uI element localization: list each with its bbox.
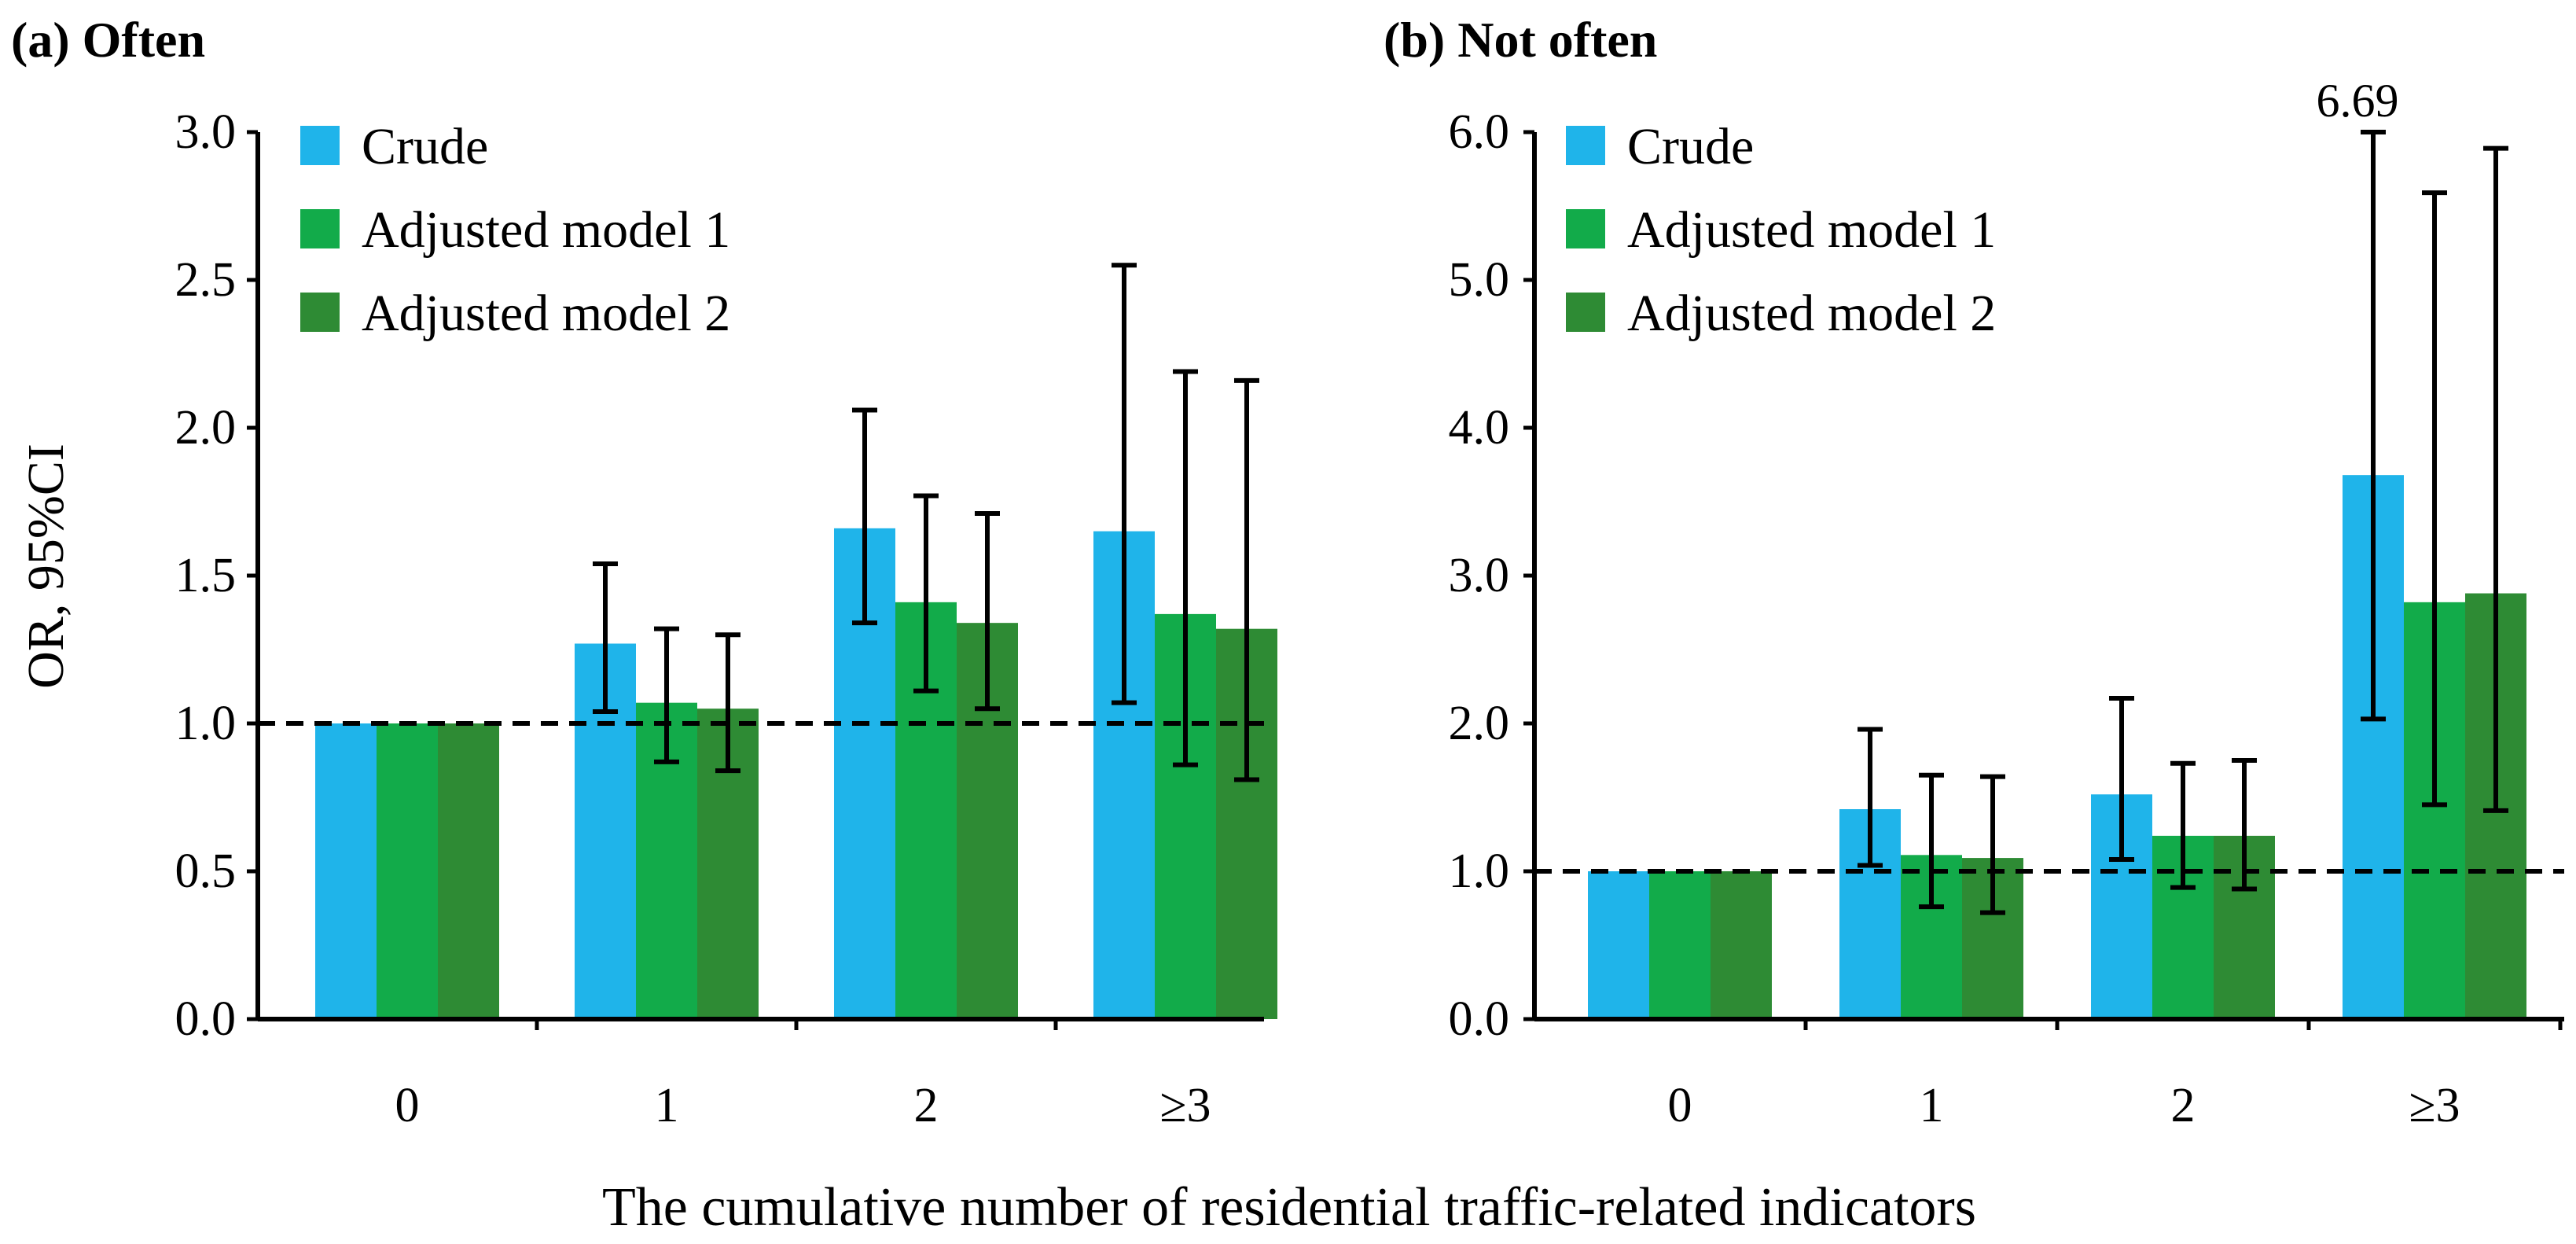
legend-swatch (300, 293, 340, 332)
legend-label: Adjusted model 2 (1627, 285, 1996, 342)
bar-adjusted-model-2-cat-0 (438, 723, 499, 1019)
errorbar-adjusted-model-2-cat-1 (1980, 774, 2005, 915)
panel-b-axes (1523, 130, 2564, 1030)
legend-item-crude: Crude (300, 118, 488, 175)
errorbar-adjusted-model-2-cat-ge3 (1234, 377, 1259, 782)
errorbar-adjusted-model-2-cat-ge3 (2483, 145, 2508, 813)
panel-a-title: (a) Often (11, 12, 205, 68)
legend-label: Adjusted model 1 (362, 201, 730, 259)
errorbar-adjusted-model-1-cat-1 (654, 626, 679, 764)
legend-label: Adjusted model 2 (362, 285, 730, 342)
x-tick-label-1: 1 (655, 1079, 679, 1132)
x-tick-label-1: 1 (1920, 1079, 1944, 1132)
legend-swatch (1566, 209, 1605, 248)
errorbar-adjusted-model-1-cat-ge3 (2422, 190, 2447, 808)
panel-a-legend: Crude Adjusted model 1 Adjusted model 2 (300, 118, 730, 342)
panel-a-y-tick-labels: 0.0 0.5 1.0 1.5 2.0 2.5 3.0 (175, 105, 237, 1046)
x-axis-label: The cumulative number of residential tra… (602, 1177, 1976, 1238)
bar-crude-cat-0 (1588, 871, 1649, 1019)
legend-label: Adjusted model 1 (1627, 201, 1996, 259)
errorbar-crude-cat-2 (2109, 696, 2134, 862)
legend-swatch (1566, 293, 1605, 332)
panel-a-bars (315, 528, 1277, 1019)
legend-swatch (300, 209, 340, 248)
errorbar-adjusted-model-1-cat-2 (2170, 760, 2196, 890)
errorbar-adjusted-model-2-cat-2 (2232, 758, 2257, 892)
y-tick-label: 2.0 (1449, 697, 1510, 750)
y-tick-label: 1.0 (1449, 845, 1510, 898)
x-tick-label-2: 2 (2171, 1079, 2196, 1132)
y-tick-label: 3.0 (1449, 549, 1510, 602)
errorbar-adjusted-model-2-cat-1 (715, 632, 740, 774)
legend-item-adjusted-model-1: Adjusted model 1 (1566, 201, 1996, 259)
bar-crude-cat-0 (315, 723, 377, 1019)
errorbar-adjusted-model-1-cat-2 (913, 493, 939, 694)
y-tick-label: 2.5 (175, 253, 237, 307)
errorbar-crude-cat-1 (1858, 727, 1883, 868)
panel-a-error-bars (593, 263, 1259, 782)
legend-item-adjusted-model-2: Adjusted model 2 (300, 285, 730, 342)
y-tick-label: 3.0 (175, 105, 237, 159)
legend-item-adjusted-model-1: Adjusted model 1 (300, 201, 730, 259)
errorbar-adjusted-model-2-cat-2 (975, 511, 1000, 712)
panel-b-title: (b) Not often (1384, 12, 1657, 68)
y-tick-label: 1.0 (175, 697, 237, 750)
errorbar-crude-cat-ge3 (2361, 130, 2386, 722)
panel-b-x-tick-labels: 0 1 2 ≥3 (1668, 1079, 2460, 1132)
panel-a-axes (247, 130, 1264, 1030)
legend-swatch (300, 126, 340, 165)
x-tick-label-2: 2 (914, 1079, 939, 1132)
y-tick-label: 6.0 (1449, 105, 1510, 159)
y-tick-label: 0.5 (175, 845, 237, 898)
panel-b-not-often: (b) Not often 0.0 1.0 2.0 3.0 4.0 5.0 6.0 0 1 2 ≥… (1384, 12, 2564, 1132)
errorbar-crude-cat-2 (852, 407, 877, 626)
panel-b-y-tick-labels: 0.0 1.0 2.0 3.0 4.0 5.0 6.0 (1449, 105, 1510, 1046)
y-tick-label: 0.0 (175, 992, 237, 1046)
y-tick-label: 4.0 (1449, 401, 1510, 455)
legend-item-adjusted-model-2: Adjusted model 2 (1566, 285, 1996, 342)
panel-b-error-bars (1858, 130, 2508, 915)
panel-b-bars (1588, 475, 2526, 1019)
x-tick-label-ge3: ≥3 (1159, 1079, 1211, 1132)
panel-b-legend: Crude Adjusted model 1 Adjusted model 2 (1566, 118, 1996, 342)
bar-adjusted-model-1-cat-0 (1649, 871, 1711, 1019)
errorbar-adjusted-model-1-cat-ge3 (1173, 369, 1198, 767)
x-tick-label-0: 0 (1668, 1079, 1692, 1132)
panel-a-often: (a) Often OR, 95%CI 0.0 0.5 1.0 1.5 2.0 2.5 3.… (11, 12, 1277, 1132)
bar-adjusted-model-1-cat-0 (377, 723, 438, 1019)
y-tick-label: 2.0 (175, 401, 237, 455)
legend-swatch (1566, 126, 1605, 165)
annotation-label: 6.69 (2317, 75, 2399, 127)
legend-label: Crude (1627, 118, 1754, 175)
panel-a-ylabel: OR, 95%CI (17, 443, 75, 689)
errorbar-crude-cat-ge3 (1112, 263, 1137, 705)
x-tick-label-ge3: ≥3 (2409, 1079, 2460, 1132)
errorbar-crude-cat-1 (593, 561, 618, 714)
legend-item-crude: Crude (1566, 118, 1754, 175)
legend-label: Crude (362, 118, 488, 175)
y-tick-label: 1.5 (175, 549, 237, 602)
panel-a-x-tick-labels: 0 1 2 ≥3 (395, 1079, 1211, 1132)
x-tick-label-0: 0 (395, 1079, 420, 1132)
errorbar-adjusted-model-1-cat-1 (1919, 772, 1944, 910)
bar-adjusted-model-2-cat-0 (1711, 871, 1772, 1019)
panel-b-annotations: 6.69 (2317, 75, 2399, 127)
y-tick-label: 0.0 (1449, 992, 1510, 1046)
y-tick-label: 5.0 (1449, 253, 1510, 307)
